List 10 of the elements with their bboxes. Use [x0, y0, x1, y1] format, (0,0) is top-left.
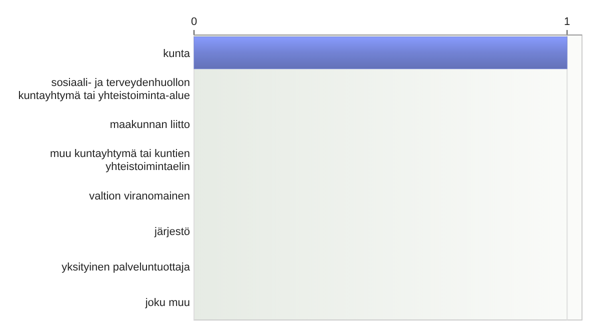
y-tick-label: yksityinen palveluntuottaja	[62, 262, 191, 274]
y-tick-label: valtion viranomainen	[89, 190, 190, 202]
y-tick-label: maakunnan liitto	[110, 119, 190, 132]
y-tick-label: sosiaali- ja terveydenhuollon kuntayhtymä tai yhteistoiminta-alue	[18, 76, 190, 102]
x-tick-label: 0	[190, 16, 198, 28]
y-tick-label: muu kuntayhtymä tai kuntien yhteistoimintaelin	[50, 148, 190, 174]
y-tick-label: joku muu	[144, 297, 190, 310]
y-tick-label: kunta	[163, 48, 191, 60]
y-tick-label: järjestö	[154, 226, 190, 238]
x-tick-label: 1	[564, 16, 570, 28]
